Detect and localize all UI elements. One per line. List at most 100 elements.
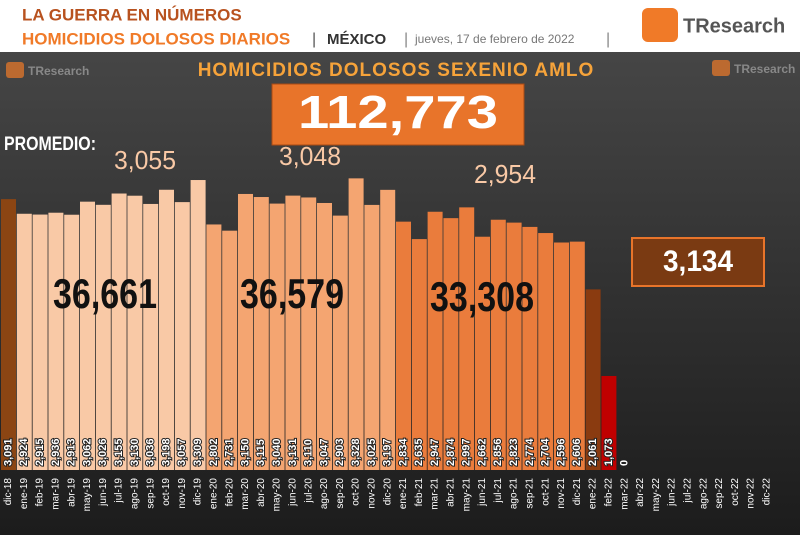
- value-label: 0: [619, 460, 631, 466]
- bar: [80, 201, 95, 470]
- bar: [364, 204, 380, 470]
- watermark: TResearch: [28, 64, 89, 78]
- value-label: 3,057: [176, 438, 188, 466]
- value-label: 3,026: [97, 438, 109, 466]
- value-label: 2,947: [429, 438, 441, 466]
- bar: [348, 178, 364, 470]
- value-label: 3,036: [145, 438, 157, 466]
- x-tick-label: ene-22: [588, 478, 599, 510]
- value-label: 2,936: [50, 438, 62, 466]
- x-tick-label: jun-20: [288, 478, 299, 507]
- bar: [174, 202, 190, 470]
- value-label: 3,047: [318, 438, 330, 466]
- x-tick-label: sep-19: [145, 478, 156, 509]
- bar: [522, 226, 538, 470]
- total-label: 36,579: [240, 270, 344, 317]
- value-label: 2,061: [587, 438, 599, 466]
- x-tick-label: feb-20: [224, 478, 235, 507]
- value-label: 2,915: [34, 438, 46, 466]
- bar: [411, 239, 427, 470]
- bar: [64, 214, 80, 470]
- average-label: 3,055: [114, 145, 176, 175]
- value-label: 3,025: [366, 438, 378, 466]
- bar: [506, 222, 522, 470]
- x-tick-label: dic-19: [193, 478, 204, 506]
- x-tick-label: nov-20: [367, 478, 378, 509]
- value-label: 3,040: [271, 438, 283, 466]
- x-tick-label: oct-22: [730, 478, 741, 506]
- value-label: 2,823: [508, 438, 520, 466]
- x-tick-label: abr-21: [446, 478, 457, 507]
- value-label: 3,110: [303, 439, 315, 466]
- x-tick-label: dic-21: [572, 478, 583, 506]
- value-label: 2,731: [224, 438, 236, 466]
- bar: [475, 236, 490, 470]
- value-label: 3,328: [350, 438, 362, 466]
- value-label: 1,073: [603, 438, 615, 466]
- bar: [190, 180, 206, 470]
- x-tick-label: nov-22: [746, 478, 757, 509]
- x-tick-label: jun-19: [98, 478, 109, 507]
- value-label: 2,997: [461, 438, 473, 466]
- total-label: 36,661: [53, 270, 157, 317]
- bar: [396, 221, 411, 470]
- x-tick-label: mar-20: [240, 478, 251, 510]
- x-tick-label: feb-21: [414, 478, 425, 507]
- x-tick-label: jul-20: [303, 478, 314, 504]
- x-tick-label: nov-21: [556, 478, 567, 509]
- grand-total: 112,773: [298, 86, 498, 138]
- x-tick-label: jun-22: [667, 478, 678, 507]
- bar: [95, 204, 111, 470]
- x-tick-label: oct-21: [540, 478, 551, 506]
- value-label: 2,924: [18, 438, 30, 466]
- x-tick-label: oct-20: [351, 478, 362, 506]
- grand-total-box: [271, 83, 525, 146]
- x-tick-label: dic-20: [382, 478, 393, 506]
- x-tick-label: ene-21: [398, 478, 409, 510]
- value-label: 2,834: [397, 438, 409, 466]
- x-tick-label: mar-21: [430, 478, 441, 510]
- value-label: 2,774: [524, 438, 536, 466]
- value-label: 3,155: [113, 438, 125, 466]
- value-label: 3,309: [192, 438, 204, 466]
- chart-title: HOMICIDIOS DOLOSOS SEXENIO AMLO: [198, 60, 595, 81]
- bar: [48, 212, 64, 470]
- x-tick-label: sep-20: [335, 478, 346, 509]
- date: jueves, 17 de febrero de 2022: [414, 32, 575, 46]
- kicker: LA GUERRA EN NÚMEROS: [22, 5, 242, 24]
- x-tick-label: ago-22: [698, 478, 709, 510]
- value-label: 2,913: [66, 438, 78, 466]
- x-tick-label: abr-19: [66, 478, 77, 507]
- bar: [317, 202, 332, 470]
- country: MÉXICO: [327, 31, 387, 48]
- x-tick-label: sep-22: [714, 478, 725, 509]
- value-label: 3,150: [239, 438, 251, 466]
- x-tick-label: jul-22: [683, 478, 694, 504]
- x-tick-label: ago-20: [319, 478, 330, 510]
- bar: [32, 214, 48, 470]
- x-tick-label: dic-22: [762, 478, 773, 506]
- bar: [253, 197, 269, 470]
- value-label: 3,062: [81, 438, 93, 466]
- bar: [459, 207, 475, 470]
- watermark-icon: [6, 62, 24, 78]
- bar: [222, 230, 238, 470]
- bar: [554, 242, 569, 470]
- bar: [443, 218, 459, 470]
- bar: [159, 189, 174, 470]
- x-tick-label: may-21: [461, 478, 472, 512]
- value-label: 3,131: [287, 438, 299, 466]
- x-tick-label: ago-19: [130, 478, 141, 510]
- x-tick-label: abr-22: [635, 478, 646, 507]
- value-label: 3,130: [129, 438, 141, 466]
- highlight-box: [631, 237, 765, 287]
- x-tick-label: may-19: [82, 478, 93, 512]
- bar: [111, 193, 127, 470]
- bar: [538, 233, 554, 470]
- bar: [1, 199, 16, 470]
- separator: |: [404, 31, 408, 48]
- subject: HOMICIDIOS DOLOSOS DIARIOS: [22, 29, 290, 48]
- x-tick-label: may-20: [272, 478, 283, 512]
- bar: [490, 219, 506, 470]
- value-label: 2,635: [413, 438, 425, 466]
